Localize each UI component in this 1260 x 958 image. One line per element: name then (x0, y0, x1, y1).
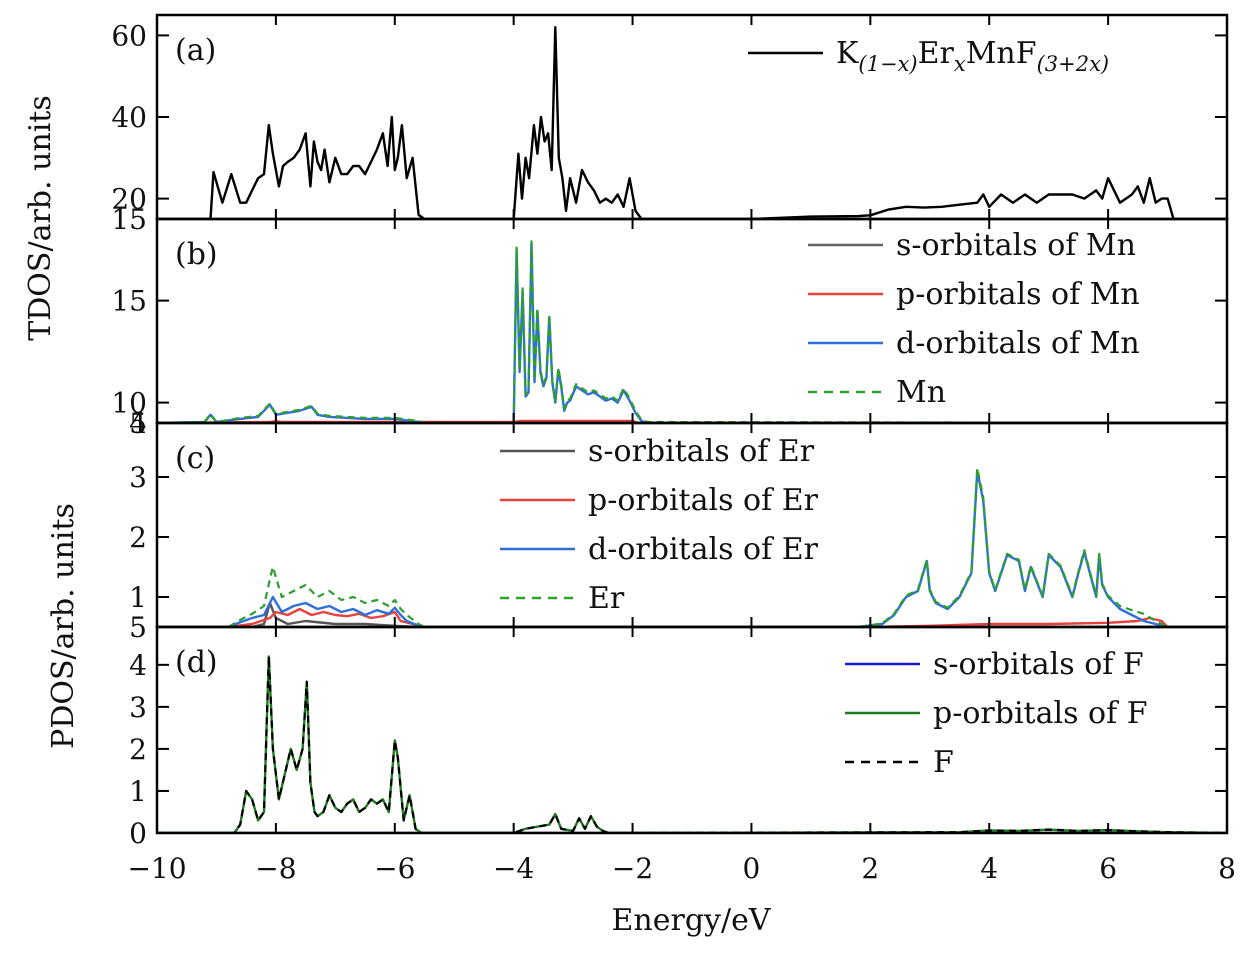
x-tick-label: −6 (374, 852, 415, 885)
x-tick-label: 4 (980, 852, 998, 885)
y-tick-label: 2 (129, 733, 147, 766)
legend-label: p-orbitals of Er (588, 483, 819, 518)
y-tick-label: 4 (129, 407, 147, 440)
legend: s-orbitals of Er p-orbitals of Er d-orbita… (500, 434, 819, 616)
y-tick-label: 3 (129, 461, 147, 494)
series-line-1 (157, 26, 1227, 219)
x-axis-title: Energy/eV (612, 903, 772, 938)
series-line-4 (157, 240, 1227, 423)
legend-label: s-orbitals of Er (588, 434, 815, 469)
panel-label: (d) (175, 645, 218, 680)
x-tick-labels: −10 −8 −6 −4 −2 0 2 4 6 8 (127, 852, 1235, 885)
x-tick-label: −10 (127, 852, 186, 885)
x-tick-label: 0 (743, 852, 761, 885)
y-axis-title-lower: PDOS/arb. units (46, 503, 81, 749)
y-tick-label: 2 (129, 521, 147, 554)
x-tick-label: −4 (493, 852, 534, 885)
legend: s-orbitals of Mn p-orbitals of Mn d-orbita… (808, 228, 1140, 410)
y-tick-label: 3 (129, 691, 147, 724)
legend-label: s-orbitals of Mn (896, 228, 1136, 263)
panel-frame (155, 13, 1229, 221)
y-tick-label: 1 (129, 775, 147, 808)
legend: s-orbitals of F p-orbitals of F F (845, 647, 1148, 780)
panel-d: 0 1 2 3 4 (d) s-orbitals of F p-orbitals of F F (129, 625, 1229, 850)
y-tick-label: 4 (129, 649, 147, 682)
y-tick-label: 60 (111, 19, 147, 52)
y-tick-label: 5 (129, 611, 147, 644)
series-line-1 (157, 601, 1227, 627)
panel-label: (a) (175, 33, 216, 68)
legend-label: p-orbitals of F (933, 696, 1148, 731)
x-tick-label: 2 (861, 852, 879, 885)
y-axis-title-upper: TDOS/arb. units (23, 95, 58, 341)
legend-label: d-orbitals of Mn (896, 326, 1140, 361)
y-tick-label: 15 (111, 285, 147, 318)
series-line-4 (157, 466, 1227, 627)
legend-label: p-orbitals of Mn (896, 277, 1140, 312)
legend-label: K(1−x)ErxMnF(3+2x) (836, 36, 1109, 76)
series-line-2 (157, 607, 1227, 627)
legend-label: Er (588, 581, 625, 616)
y-tick-label: 10 (111, 387, 147, 420)
x-tick-label: −8 (255, 852, 296, 885)
y-tick-label: 15 (111, 203, 147, 236)
series-group (157, 466, 1227, 627)
series-line-2 (157, 655, 1227, 833)
x-tick-label: 6 (1099, 852, 1117, 885)
legend-label: F (933, 745, 954, 780)
y-tick-label: 40 (111, 101, 147, 134)
legend-label: Mn (896, 375, 946, 410)
series-group (157, 655, 1227, 833)
x-tick-label: −2 (612, 852, 653, 885)
legend-label: s-orbitals of F (933, 647, 1144, 682)
series-group (157, 26, 1227, 219)
panel-frame (155, 625, 1229, 835)
y-tick-label: 20 (111, 183, 147, 216)
y-tick-label: 5 (129, 407, 147, 440)
legend-label: d-orbitals of Er (588, 532, 819, 567)
y-tick-label: 1 (129, 581, 147, 614)
legend: K(1−x)ErxMnF(3+2x) (748, 36, 1109, 76)
x-tick-label: 8 (1218, 852, 1236, 885)
panel-label: (b) (175, 237, 218, 272)
y-tick-label: 0 (129, 817, 147, 850)
panel-label: (c) (175, 441, 215, 476)
panel-c: 51 2 3 (c) s-orbitals of Er p-orbitals of Er d… (129, 421, 1229, 644)
series-line-3 (157, 655, 1227, 833)
